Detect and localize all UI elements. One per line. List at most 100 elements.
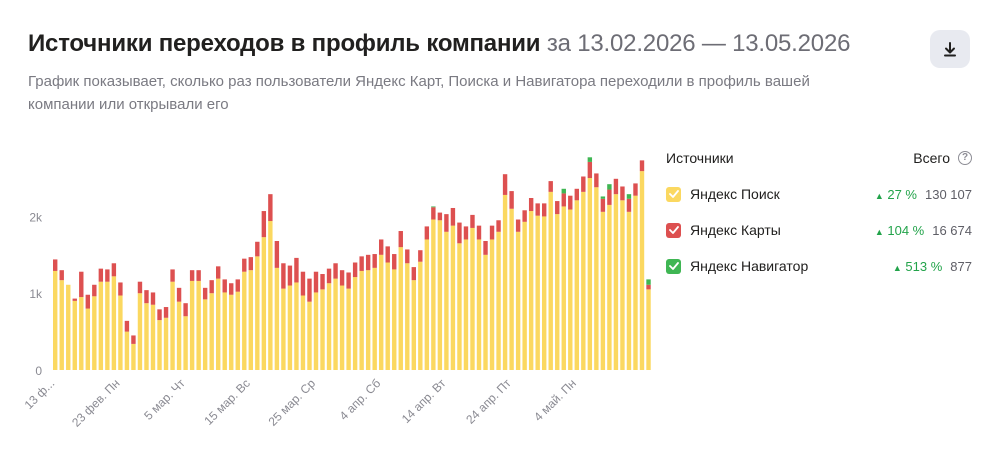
- bar-segment-maps: [189, 270, 195, 281]
- bar-segment-maps: [307, 278, 312, 302]
- bar-segment-maps: [496, 220, 501, 232]
- legend-item-total: 130 107: [925, 186, 972, 202]
- legend-item[interactable]: Яндекс Карты ▲ 104 % 16 674: [666, 212, 972, 248]
- bar-segment-maps: [92, 284, 97, 297]
- bar-segment-search: [118, 295, 123, 370]
- bar-segment-maps: [242, 258, 247, 272]
- x-tick-label: 4 май. Пн: [531, 376, 579, 424]
- bar-segment-maps: [450, 207, 456, 226]
- legend-item-delta: ▲ 513 %: [893, 259, 942, 274]
- download-button[interactable]: [930, 30, 970, 68]
- bar-segment-maps: [79, 271, 84, 298]
- bar-segment-search: [300, 295, 306, 370]
- bar-segment-search: [457, 243, 462, 370]
- bar-segment-search: [248, 270, 253, 370]
- bar-segment-maps: [248, 257, 253, 271]
- bar-segment-search: [600, 211, 606, 370]
- bar-segment-maps: [176, 287, 182, 302]
- legend-item-stats: ▲ 513 % 877: [893, 259, 972, 274]
- bar-segment-maps: [339, 270, 345, 286]
- bar-segment-maps: [568, 195, 573, 210]
- bar-segment-maps: [300, 271, 306, 296]
- arrow-up-icon: ▲: [874, 226, 884, 237]
- arrow-up-icon: ▲: [874, 190, 884, 201]
- bar-segment-search: [281, 288, 286, 370]
- bar-segment-search: [307, 301, 312, 370]
- y-tick-label: 1k: [29, 287, 43, 301]
- bar-segment-maps: [555, 201, 560, 215]
- bar-segment-maps: [196, 270, 201, 281]
- bar-segment-maps: [287, 265, 293, 286]
- bar-segment-search: [209, 293, 214, 370]
- x-tick-label: 14 апр. Вт: [399, 376, 449, 426]
- legend-total-header: Всего ?: [913, 150, 972, 166]
- bar-segment-search: [216, 278, 221, 371]
- bar-segment-maps: [646, 284, 651, 290]
- bar-segment-maps: [170, 269, 175, 282]
- bar-segment-maps: [150, 292, 156, 305]
- bar-segment-search: [548, 191, 553, 370]
- bar-segment-search: [411, 280, 416, 370]
- bar-segment-search: [98, 281, 104, 370]
- bar-segment-search: [489, 239, 495, 370]
- checkbox-checked-icon[interactable]: [666, 222, 681, 238]
- bar-segment-search: [359, 270, 364, 370]
- bar-segment-search: [405, 263, 410, 370]
- bar-segment-maps: [542, 203, 547, 217]
- bar-segment-navigator: [561, 188, 566, 194]
- bar-segment-search: [607, 204, 612, 370]
- bar-segment-maps: [202, 287, 208, 300]
- legend-item-delta-value: 27 %: [887, 186, 917, 202]
- bar-segment-search: [418, 261, 423, 370]
- bar-segment-maps: [352, 262, 358, 278]
- total-label: Всего: [913, 150, 950, 166]
- bar-segment-search: [574, 200, 579, 370]
- bar-segment-maps: [476, 225, 482, 240]
- bar-segment-search: [320, 289, 325, 371]
- bar-segment-navigator: [646, 279, 651, 285]
- bar-segment-navigator: [626, 194, 632, 199]
- bar-segment-search: [398, 247, 403, 370]
- bar-segment-search: [639, 171, 645, 371]
- bar-segment-maps: [483, 241, 488, 255]
- bar-segment-maps: [163, 307, 169, 318]
- bar-segment-maps: [633, 183, 638, 196]
- bar-segment-search: [92, 296, 97, 370]
- x-tick-label: 4 апр. Сб: [337, 376, 384, 423]
- x-tick-label: 24 апр. Пт: [463, 376, 514, 427]
- bar-segment-search: [431, 219, 436, 370]
- bar-segment-search: [157, 320, 162, 370]
- bar-segment-maps: [216, 266, 221, 279]
- legend-item[interactable]: Яндекс Навигатор ▲ 513 % 877: [666, 248, 972, 284]
- bar-segment-maps: [620, 186, 625, 201]
- bar-segment-search: [515, 231, 521, 370]
- legend-item[interactable]: Яндекс Поиск ▲ 27 % 130 107: [666, 176, 972, 212]
- bar-segment-search: [79, 297, 84, 370]
- bar-segment-search: [352, 277, 358, 370]
- bar-segment-search: [483, 254, 488, 370]
- bar-segment-maps: [418, 250, 423, 262]
- bar-segment-maps: [437, 212, 443, 221]
- bar-segment-maps: [359, 256, 364, 271]
- bar-segment-maps: [365, 254, 371, 271]
- bar-segment-search: [242, 271, 247, 370]
- checkbox-checked-icon[interactable]: [666, 186, 681, 202]
- checkbox-checked-icon[interactable]: [666, 258, 681, 274]
- legend-item-stats: ▲ 104 % 16 674: [875, 223, 972, 238]
- download-icon: [944, 41, 956, 56]
- bar-segment-search: [372, 267, 377, 371]
- bar-segment-maps: [607, 189, 612, 205]
- bar-segment-search: [105, 281, 110, 370]
- bar-segment-search: [66, 284, 71, 370]
- bar-segment-maps: [118, 282, 123, 296]
- y-tick-label: 2k: [29, 210, 43, 224]
- bar-segment-search: [522, 221, 527, 370]
- bar-segment-search: [542, 216, 547, 370]
- bar-segment-search: [379, 254, 384, 370]
- bar-segment-maps: [502, 174, 508, 195]
- help-icon[interactable]: ?: [958, 151, 972, 165]
- bar-segment-maps: [548, 181, 553, 192]
- bar-segment-maps: [105, 269, 110, 282]
- bar-segment-maps: [561, 193, 566, 207]
- date-range[interactable]: за 13.02.2026 — 13.05.2026: [546, 30, 851, 57]
